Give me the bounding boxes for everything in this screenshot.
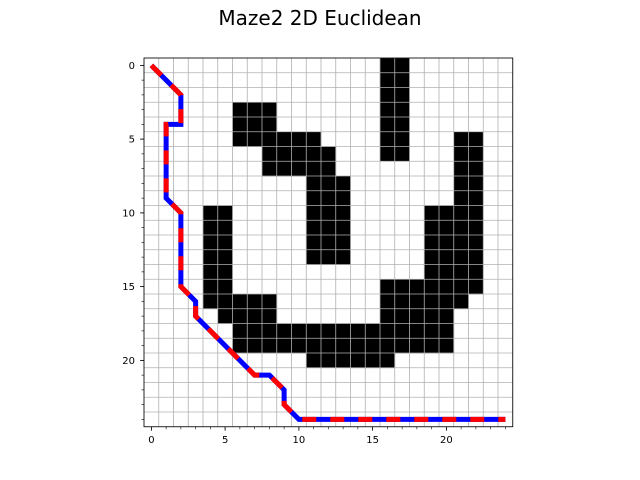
y-tick-label: 15 <box>122 282 135 293</box>
path-line-blue <box>149 63 506 422</box>
x-tick-label: 5 <box>222 435 228 446</box>
y-tick-label: 10 <box>122 208 135 219</box>
x-tick-label: 0 <box>148 435 154 446</box>
obstacle-cell <box>306 235 351 251</box>
solution-path <box>149 63 506 422</box>
obstacle-cell <box>380 279 484 295</box>
obstacle-cell <box>262 146 337 162</box>
y-tick-label: 0 <box>129 61 135 72</box>
x-tick-label: 10 <box>293 435 306 446</box>
axis-ticks: 0 5 10 15 20 0 5 10 15 20 <box>122 61 506 446</box>
obstacle-cell <box>306 249 351 265</box>
obstacle-cell <box>306 220 351 236</box>
x-tick-label: 20 <box>440 435 453 446</box>
obstacle-cell <box>232 102 278 118</box>
obstacle-cell <box>232 338 455 354</box>
obstacle-cell <box>232 117 278 133</box>
obstacle-cell <box>306 205 351 221</box>
obstacle-cell <box>262 161 337 177</box>
obstacle-cell <box>306 190 351 206</box>
grid-lines <box>143 57 514 428</box>
chart-title: Maze2 2D Euclidean <box>218 6 422 30</box>
obstacle-cell <box>232 323 455 339</box>
obstacle-cell <box>203 294 278 310</box>
y-tick-label: 5 <box>129 135 135 146</box>
obstacle-cell <box>380 308 455 324</box>
maze-cells <box>203 58 484 369</box>
y-tick-label: 20 <box>122 356 135 367</box>
obstacle-cell <box>306 176 351 192</box>
x-tick-label: 15 <box>366 435 379 446</box>
